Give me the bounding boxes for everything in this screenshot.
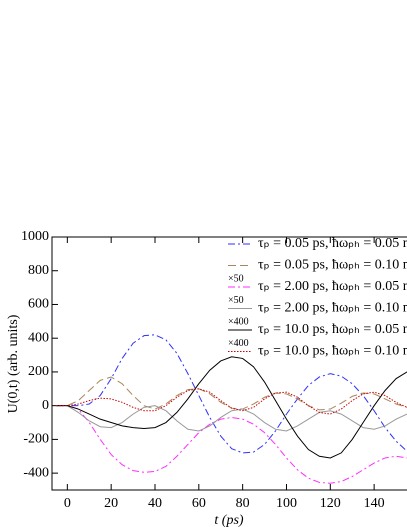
legend-label: τₚ = 2.00 ps, ħωₚₕ = 0.10 meV [258, 301, 407, 316]
x-tick-label: 120 [320, 496, 341, 511]
series-line [56, 405, 407, 484]
legend-label: τₚ = 10.0 ps, ħωₚₕ = 0.10 meV [258, 344, 407, 359]
x-tick-label: 40 [148, 496, 162, 511]
y-tick-label: 1000 [21, 229, 49, 244]
y-tick-label: 200 [28, 364, 49, 379]
legend-label: τₚ = 2.00 ps, ħωₚₕ = 0.05 meV [258, 279, 407, 294]
x-tick-label: 80 [236, 496, 250, 511]
series-line [56, 356, 407, 459]
y-axis-label: U(0,t) (arb. units) [6, 314, 21, 413]
x-tick-label: 60 [192, 496, 206, 511]
series-line [56, 388, 407, 415]
y-tick-label: 800 [28, 263, 49, 278]
y-tick-label: 0 [42, 398, 49, 413]
series-line [56, 334, 407, 454]
y-tick-label: -400 [23, 465, 49, 480]
legend-label: τₚ = 0.05 ps, ħωₚₕ = 0.05 meV [258, 236, 407, 251]
legend-note: ×50 [228, 273, 244, 284]
legend-note: ×400 [228, 338, 249, 349]
x-tick-label: 20 [104, 496, 118, 511]
x-tick-label: 100 [276, 496, 297, 511]
x-tick-label: 140 [364, 496, 385, 511]
y-tick-label: 400 [28, 330, 49, 345]
y-tick-label: -200 [23, 432, 49, 447]
y-tick-label: 600 [28, 297, 49, 312]
plot-frame [51, 236, 407, 491]
x-tick-label: 0 [64, 496, 71, 511]
legend-note: ×400 [228, 316, 249, 327]
series-line [56, 405, 407, 432]
legend-note: ×50 [228, 295, 244, 306]
legend-label: τₚ = 0.05 ps, ħωₚₕ = 0.10 meV [258, 258, 407, 273]
x-axis-label: t (ps) [214, 513, 244, 527]
legend-label: τₚ = 10.0 ps, ħωₚₕ = 0.05 meV [258, 322, 407, 337]
